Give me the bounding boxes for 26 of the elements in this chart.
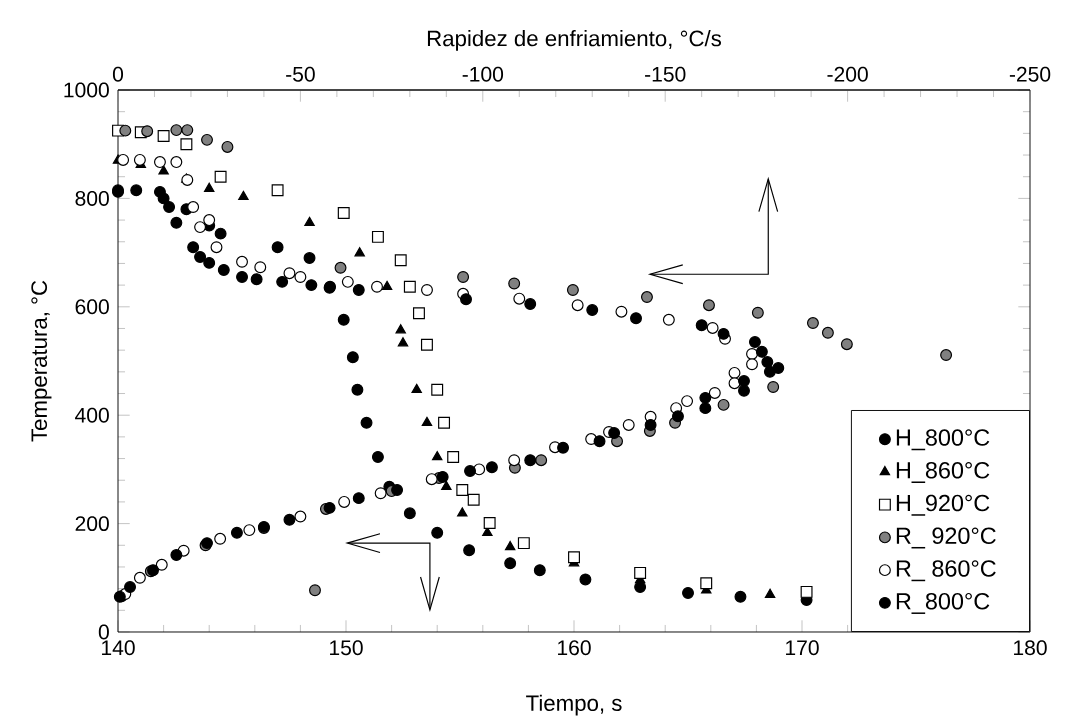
y-tick-label: 600 [75,299,109,315]
y-axis-title: Temperatura, °C [31,280,52,442]
legend-label: R_800°C [896,592,990,614]
x2-tick-label: -50 [286,66,315,82]
y-tick-label: 800 [75,190,109,206]
legend-label: R_ 920°C [896,527,996,549]
y-tick-label: 200 [75,516,109,532]
legend-label: H_920°C [896,494,990,516]
x-axis-title: Tiempo, s [526,694,622,716]
y-tick-label: 400 [75,407,109,423]
x-tick-label: 150 [330,640,363,656]
x2-tick-label: -200 [827,66,868,82]
legend-label: R_ 860°C [896,560,996,582]
x2-axis-title: Rapidez de enfriamiento, °C/s [427,29,722,51]
x-tick-label: 170 [786,640,819,656]
x2-tick-label: 0 [112,66,124,82]
legend-label: H_800°C [896,429,990,451]
legend-label: H_860°C [896,461,990,483]
y-tick-label: 0 [98,624,109,640]
x2-tick-label: -150 [645,66,686,82]
x2-tick-label: -100 [462,66,504,82]
x2-tick-label: -250 [1009,66,1051,82]
x-tick-label: 180 [1014,640,1047,656]
y-tick-label: 1000 [64,82,109,98]
x-tick-label: 140 [102,640,135,656]
x-tick-label: 160 [558,640,591,656]
